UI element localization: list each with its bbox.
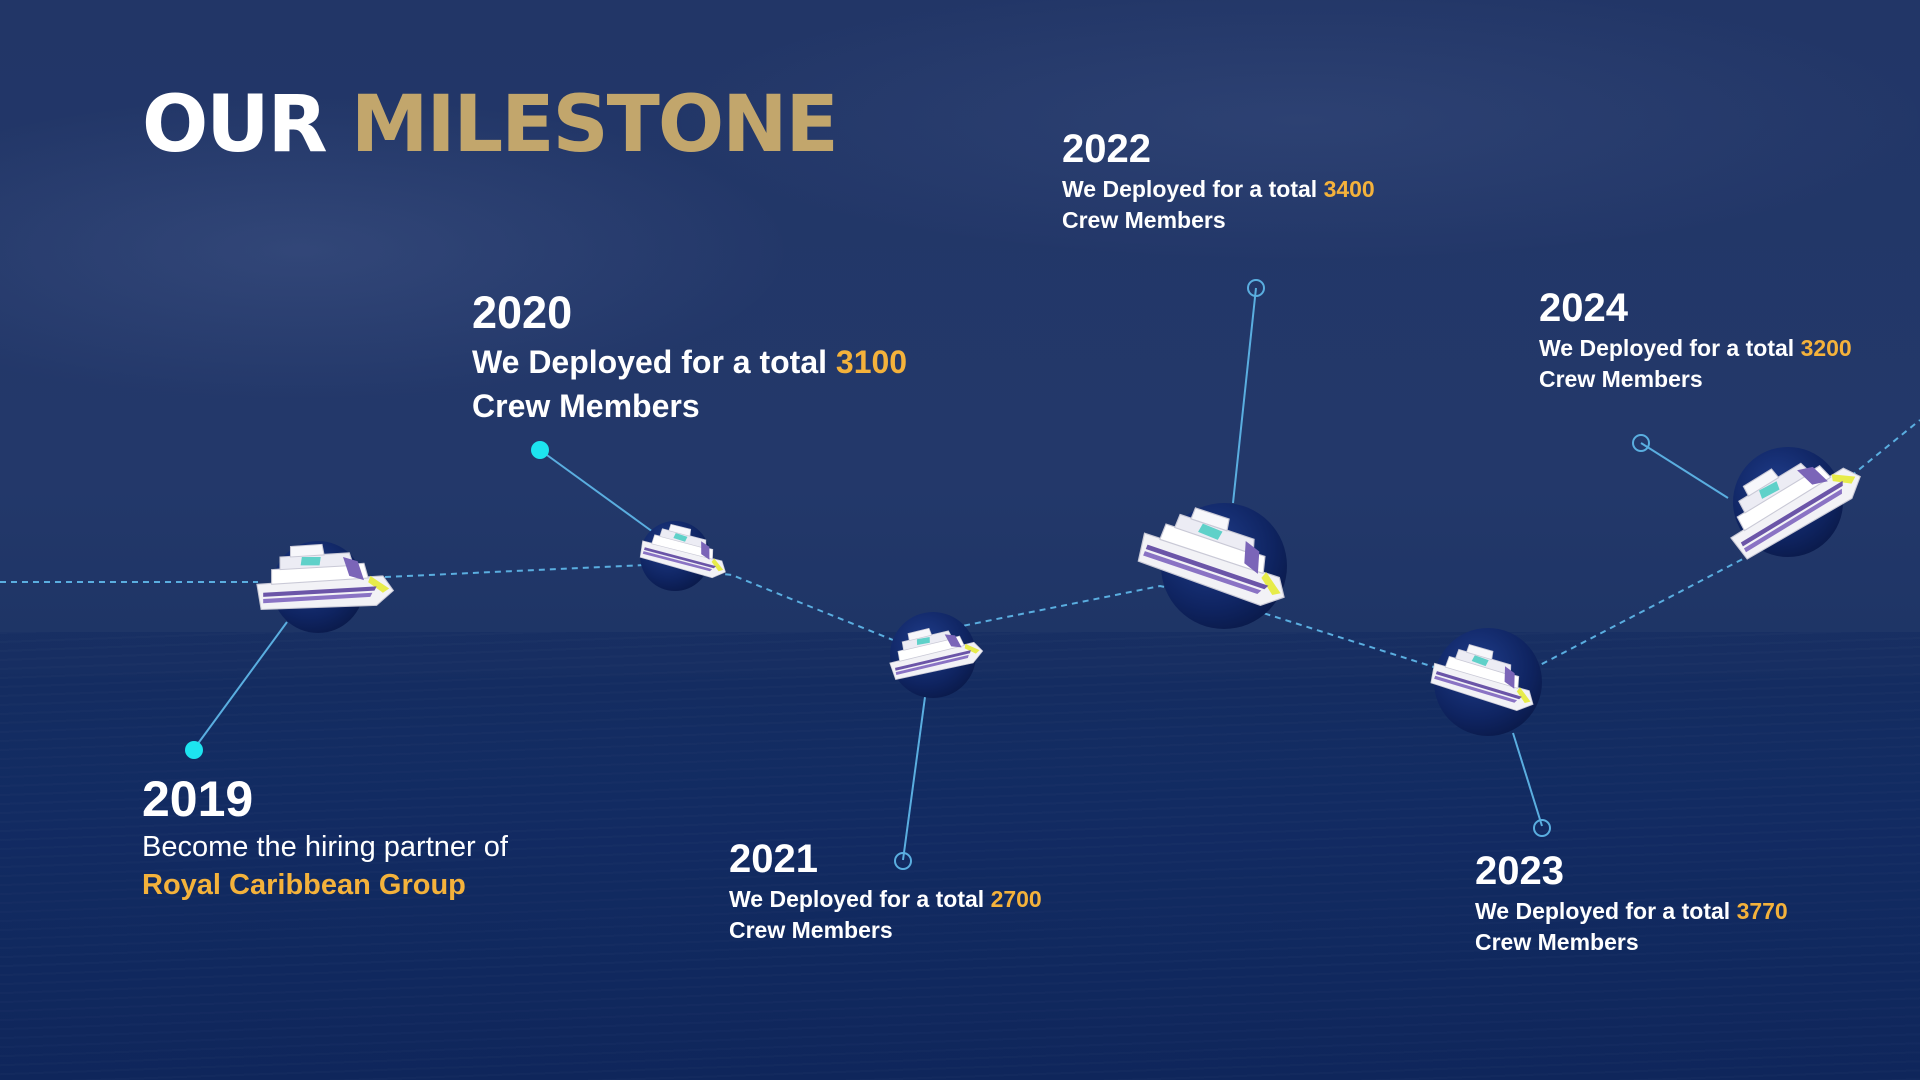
ship-node-2024 [1710, 433, 1871, 562]
milestone-prefix: We Deployed for a total [1539, 335, 1795, 361]
milestone-year: 2024 [1539, 286, 1628, 330]
milestone-2024: 2024 We Deployed for a total 3200 Crew M… [1539, 283, 1852, 395]
milestone-year: 2022 [1062, 127, 1151, 171]
milestone-count: 3100 [835, 344, 908, 380]
milestone-2023: 2023 We Deployed for a total 3770 Crew M… [1475, 846, 1788, 958]
milestone-partner-name: Royal Caribbean Group [142, 869, 466, 901]
milestone-description: We Deployed for a total 3400 [1062, 174, 1375, 205]
milestone-description: We Deployed for a total 3100 [472, 340, 907, 384]
sea-surface [0, 632, 1920, 1080]
milestone-count: 3400 [1323, 176, 1375, 202]
milestone-description: We Deployed for a total 3770 [1475, 896, 1788, 927]
marker-2021-ring [894, 852, 912, 870]
milestone-suffix: Crew Members [472, 388, 700, 424]
marker-2019-dot [185, 741, 203, 759]
marker-2022-ring [1247, 279, 1265, 297]
ship-node-2021 [884, 612, 986, 698]
milestone-prefix: We Deployed for a total [1062, 176, 1318, 202]
milestone-suffix: Crew Members [1475, 929, 1639, 955]
milestone-2021: 2021 We Deployed for a total 2700 Crew M… [729, 834, 1042, 946]
marker-2023-ring [1533, 819, 1551, 837]
milestone-prefix: We Deployed for a total [729, 886, 985, 912]
connector-lines [193, 287, 1729, 861]
title-part-milestone: MILESTONE [350, 80, 839, 170]
milestone-description: We Deployed for a total 3200 [1539, 333, 1852, 364]
page-title: OUR MILESTONE [142, 80, 839, 170]
ship-node-2020 [637, 515, 736, 591]
milestone-year: 2021 [729, 837, 818, 881]
ship-node-2023 [1427, 628, 1546, 736]
milestone-year: 2019 [142, 771, 254, 827]
milestone-year: 2020 [472, 287, 573, 338]
title-part-our: OUR [142, 80, 328, 170]
milestone-prefix: We Deployed for a total [1475, 898, 1731, 924]
milestone-count: 3200 [1800, 335, 1852, 361]
cruise-ship-icon [256, 543, 394, 611]
marker-2020-dot [531, 441, 549, 459]
milestone-description: We Deployed for a total 2700 [729, 884, 1042, 915]
marker-2024-ring [1632, 434, 1650, 452]
milestone-description: Become the hiring partner of [142, 831, 508, 863]
milestone-2022: 2022 We Deployed for a total 3400 Crew M… [1062, 124, 1375, 236]
milestone-2019: 2019 Become the hiring partner of Royal … [142, 770, 508, 904]
milestone-prefix: We Deployed for a total [472, 344, 828, 380]
ship-node-2019 [256, 541, 394, 633]
milestone-2020: 2020 We Deployed for a total 3100 Crew M… [472, 286, 907, 428]
milestone-count: 3770 [1736, 898, 1788, 924]
milestone-suffix: Crew Members [729, 917, 893, 943]
ship-node-2022 [1133, 490, 1305, 629]
milestone-count: 2700 [990, 886, 1042, 912]
milestone-year: 2023 [1475, 849, 1564, 893]
milestone-suffix: Crew Members [1539, 366, 1703, 392]
milestone-suffix: Crew Members [1062, 207, 1226, 233]
